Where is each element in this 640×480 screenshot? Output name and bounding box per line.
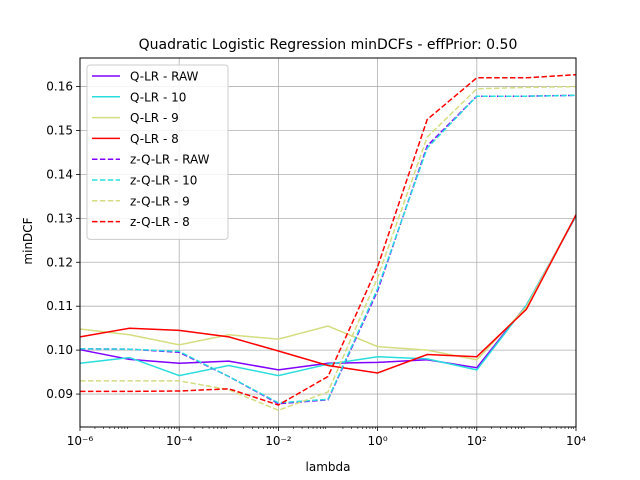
y-tick-label: 0.10 (46, 343, 73, 357)
x-axis-label: lambda (306, 460, 351, 474)
chart-title: Quadratic Logistic Regression minDCFs - … (139, 37, 518, 53)
plot-frame (79, 57, 577, 428)
x-tick-label: 10⁻² (265, 434, 292, 448)
series-line-q-lr-10 (79, 215, 577, 377)
y-tick-label: 0.11 (46, 299, 73, 313)
series-line-z-q-lr-8 (80, 73, 577, 406)
legend-label: z-Q-LR - 10 (130, 174, 197, 188)
legend-label: Q-LR - 8 (130, 132, 179, 146)
ticks: 10⁻⁶ 10⁻⁴ 10⁻² 10⁰ 10² 10⁴ 0.09 0.10 0.11 0.12 0.1… (46, 80, 586, 448)
series-line-q-lr-9 (79, 214, 577, 361)
y-tick-label: 0.09 (46, 387, 73, 401)
legend: Q-LR - RAW Q-LR - 10 Q-LR - 9 Q-LR - 8 z-Q-L… (86, 64, 229, 240)
x-tick-label: 10⁴ (566, 434, 586, 448)
series-line-z-q-lr-10 (79, 94, 577, 404)
x-tick-label: 10⁰ (368, 434, 388, 448)
y-tick-label: 0.13 (46, 211, 73, 225)
series-layer (79, 73, 577, 412)
legend-label: Q-LR - 10 (130, 90, 186, 104)
legend-label: z-Q-LR - 9 (130, 194, 190, 208)
legend-label: Q-LR - RAW (130, 70, 198, 84)
x-tick-label: 10⁻⁴ (166, 434, 193, 448)
y-tick-label: 0.14 (46, 167, 73, 181)
legend-box (86, 64, 229, 240)
y-axis-label: minDCF (21, 217, 35, 264)
y-tick-label: 0.15 (46, 123, 73, 137)
x-tick-label: 10² (467, 434, 487, 448)
series-line-z-q-lr-9 (80, 85, 577, 412)
y-tick-label: 0.12 (46, 255, 73, 269)
y-tick-label: 0.16 (46, 80, 73, 94)
series-line-q-lr-raw (79, 215, 577, 371)
x-tick-label: 10⁻⁶ (67, 434, 94, 448)
legend-label: Q-LR - 9 (130, 111, 179, 125)
legend-label: z-Q-LR - RAW (130, 153, 210, 167)
legend-label: z-Q-LR - 8 (130, 215, 190, 229)
series-line-q-lr-8 (79, 214, 577, 374)
